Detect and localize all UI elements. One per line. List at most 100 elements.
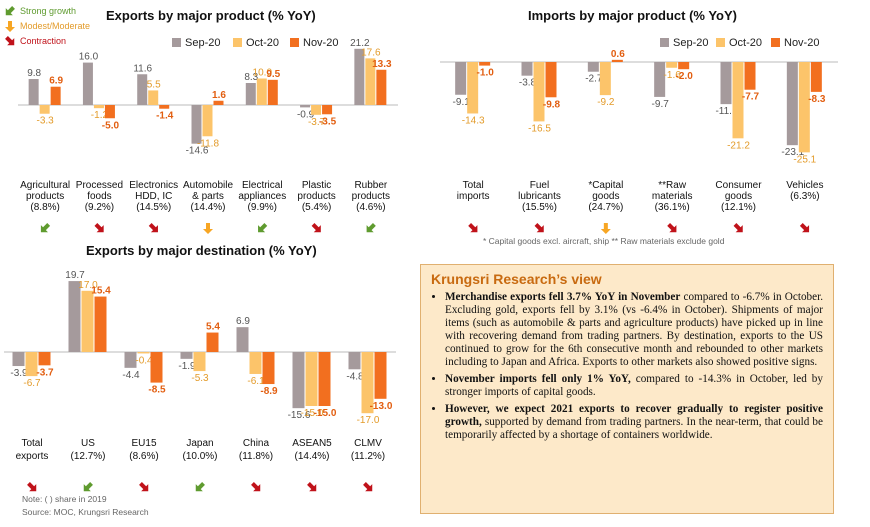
category-label: (14.5%) — [136, 202, 171, 213]
data-label: 9.8 — [27, 68, 41, 79]
category-label: HDD, IC — [135, 191, 172, 202]
category-label: (14.4%) — [190, 202, 225, 213]
data-label: -21.2 — [727, 140, 750, 151]
category-label: lubricants — [518, 191, 561, 202]
category-label: Total — [21, 438, 42, 449]
category-label: Automobile — [183, 180, 233, 191]
share-note: Note: ( ) share in 2019 — [22, 494, 107, 504]
data-label: -9.8 — [543, 99, 561, 110]
data-label: -8.3 — [808, 94, 826, 105]
data-label: -6.1 — [247, 376, 265, 387]
category-label: (10.0%) — [182, 451, 217, 462]
category-label: Fuel — [530, 180, 549, 191]
contraction-arrow-icon — [363, 482, 373, 492]
arrow-shape — [311, 223, 321, 233]
chart-title: Imports by major product (% YoY) — [528, 8, 737, 23]
arrow-shape — [600, 223, 611, 234]
bar — [50, 86, 61, 105]
bar — [38, 352, 51, 366]
bar — [354, 48, 365, 105]
data-label: 9.5 — [266, 69, 280, 80]
contraction-arrow-icon — [251, 482, 261, 492]
arrow-shape — [667, 223, 677, 233]
arrow-shape — [307, 482, 317, 492]
arrow-shape — [468, 223, 478, 233]
data-label: 0.6 — [611, 49, 625, 60]
category-label: Total — [463, 180, 484, 191]
data-label: -9.1 — [453, 97, 471, 108]
imports-by-product-chart: Imports by major product (% YoY) Sep-20 Oc… — [440, 8, 838, 234]
bullet-bold: However, we expect 2021 exports to recov… — [445, 403, 823, 428]
bar — [39, 105, 50, 114]
bar — [300, 105, 311, 108]
arrow-shape — [195, 482, 205, 492]
legend-oct-20-label: Oct-20 — [729, 37, 762, 49]
data-label: 5.5 — [147, 79, 161, 90]
arrow-shape — [40, 223, 51, 233]
modest-arrow-icon — [5, 21, 15, 32]
data-label: 16.0 — [79, 52, 99, 63]
bullet-item: However, we expect 2021 exports to recov… — [445, 403, 823, 442]
category-label: CLMV — [354, 438, 382, 449]
contraction-arrow-icon — [27, 482, 37, 492]
source-note: Source: MOC, Krungsri Research — [22, 507, 149, 517]
bar — [533, 62, 545, 122]
bar — [786, 62, 798, 146]
data-label: 6.9 — [49, 76, 63, 87]
category-label: foods — [87, 191, 111, 202]
bar — [206, 332, 219, 352]
bar — [545, 62, 557, 98]
category-label: (14.4%) — [294, 451, 329, 462]
legend-oct-20-swatch — [233, 38, 242, 47]
strong-arrow-icon — [40, 223, 51, 233]
strong-arrow-icon — [366, 223, 376, 233]
data-label: -7.7 — [742, 92, 760, 103]
strong-arrow-icon — [258, 223, 268, 233]
strong-arrow-icon — [83, 482, 93, 492]
contraction-arrow-icon — [94, 223, 104, 233]
arrow-shape — [83, 482, 93, 492]
data-label: -1.4 — [156, 111, 174, 122]
bar — [365, 58, 376, 105]
bullet-text: supported by demand from trading partner… — [445, 416, 823, 441]
data-label: -17.0 — [357, 415, 380, 426]
data-label: -2.7 — [585, 74, 603, 85]
research-view-bullets: Merchandise exports fell 3.7% YoY in Nov… — [431, 291, 823, 442]
category-label: **Raw — [658, 180, 687, 191]
bar — [305, 352, 318, 406]
category-label: exports — [16, 451, 49, 462]
contraction-arrow-icon — [667, 223, 677, 233]
arrow-shape — [534, 223, 544, 233]
modest-arrow-icon — [203, 223, 213, 234]
category-label: (8.6%) — [129, 451, 158, 462]
bar — [245, 83, 256, 105]
exports-by-product-chart: Exports by major product (% YoY) Sep-20 Oc… — [18, 8, 398, 234]
bullet-text: compared to -6.7% in October. Excluding … — [445, 291, 823, 368]
category-label: *Capital — [588, 180, 623, 191]
category-label: products — [297, 191, 335, 202]
arrow-shape — [148, 223, 158, 233]
signal-legend-contraction: Contraction — [20, 36, 66, 46]
data-label: 21.2 — [350, 38, 370, 49]
data-label: -1.2 — [91, 110, 109, 121]
research-view-title: Krungsri Research’s view — [431, 271, 602, 287]
bar — [455, 62, 467, 95]
data-label: -16.5 — [528, 123, 551, 134]
data-label: -2.0 — [676, 71, 694, 82]
data-label: -15.0 — [314, 408, 337, 419]
bar — [82, 62, 93, 105]
category-label: EU15 — [131, 438, 156, 449]
bar — [376, 69, 387, 105]
arrow-shape — [5, 21, 15, 32]
category-label: (9.9%) — [248, 202, 277, 213]
legend-oct-20-swatch — [716, 38, 725, 47]
contraction-arrow-icon — [148, 223, 158, 233]
bar — [292, 352, 305, 409]
arrow-shape — [203, 223, 213, 234]
bar — [318, 352, 331, 406]
legend-sep-20-swatch — [172, 38, 181, 47]
bar — [150, 352, 163, 383]
data-label: -8.9 — [260, 386, 278, 397]
arrow-shape — [733, 223, 743, 233]
bullet-bold: November imports fell only 1% YoY, — [445, 373, 631, 385]
